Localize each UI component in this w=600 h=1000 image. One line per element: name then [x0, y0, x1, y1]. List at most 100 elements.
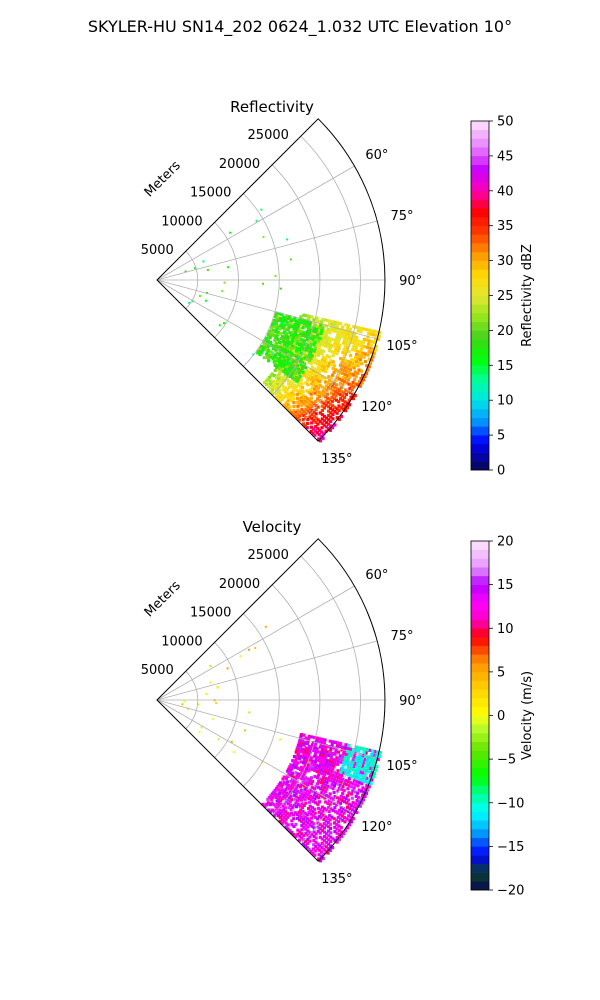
- echo-gate: [291, 367, 295, 371]
- echo-gate: [314, 791, 318, 795]
- echo-gate: [284, 371, 288, 375]
- echo-gate: [322, 792, 326, 796]
- echo-gate: [277, 353, 281, 357]
- echo-gate: [230, 740, 233, 743]
- colorbar-segment: [471, 199, 489, 209]
- echo-gate: [297, 775, 302, 780]
- echo-gate: [322, 432, 326, 436]
- echo-gate: [304, 399, 308, 403]
- echo-gate: [308, 359, 312, 363]
- echo-gate: [308, 323, 312, 327]
- echo-gate: [310, 382, 314, 386]
- echo-gate: [349, 820, 354, 824]
- echo-gate: [278, 375, 282, 379]
- echo-gate: [306, 417, 310, 421]
- echo-gate: [321, 763, 325, 767]
- echo-gate: [350, 341, 354, 345]
- echo-gate: [353, 761, 357, 766]
- echo-gate: [335, 376, 339, 380]
- echo-gate: [321, 795, 325, 799]
- echo-gate: [329, 419, 333, 424]
- echo-gate: [361, 373, 365, 377]
- echo-gate: [320, 748, 324, 752]
- echo-gate: [268, 336, 272, 340]
- echo-gate: [269, 355, 273, 359]
- echo-gate: [274, 323, 278, 327]
- echo-gate: [351, 758, 355, 762]
- echo-gate: [353, 348, 357, 353]
- echo-gate: [290, 777, 294, 781]
- echo-gate: [270, 381, 274, 385]
- echo-gate: [325, 759, 329, 763]
- echo-gate: [296, 404, 300, 408]
- echo-gate: [349, 383, 354, 388]
- echo-gate: [358, 343, 362, 347]
- echo-gate: [282, 315, 286, 319]
- echo-gate: [342, 795, 346, 800]
- echo-gate: [290, 352, 294, 356]
- echo-gate: [288, 324, 292, 328]
- echo-gate: [338, 334, 342, 338]
- echo-layer: [184, 208, 382, 443]
- echo-gate: [191, 300, 194, 303]
- echo-gate: [335, 327, 339, 331]
- echo-gate: [336, 349, 340, 353]
- echo-gate: [359, 330, 363, 334]
- echo-gate: [341, 764, 345, 768]
- echo-gate: [317, 810, 321, 814]
- echo-gate: [286, 378, 290, 382]
- echo-gate: [316, 846, 320, 850]
- echo-gate: [344, 755, 348, 759]
- echo-gate: [320, 426, 324, 430]
- echo-gate: [272, 360, 276, 364]
- echo-gate: [351, 812, 355, 816]
- echo-gate: [308, 831, 312, 835]
- echo-gate: [294, 375, 298, 379]
- echo-gate: [326, 364, 330, 368]
- echo-gate: [321, 343, 325, 347]
- echo-gate: [322, 414, 327, 418]
- echo-gate: [362, 355, 366, 359]
- echo-gate: [321, 362, 325, 366]
- echo-gate: [327, 810, 331, 814]
- echo-gate: [306, 397, 310, 401]
- echo-gate: [269, 374, 273, 378]
- echo-gate: [319, 348, 323, 352]
- echo-gate: [205, 692, 208, 695]
- echo-gate: [280, 821, 284, 825]
- echo-gate: [294, 321, 298, 325]
- echo-gate: [339, 776, 343, 781]
- echo-gate: [288, 356, 292, 360]
- echo-gate: [329, 424, 333, 428]
- echo-gate: [275, 383, 280, 387]
- echo-gate: [355, 335, 359, 339]
- echo-gate: [315, 755, 319, 759]
- echo-gate: [324, 783, 328, 787]
- echo-gate: [343, 352, 348, 356]
- echo-gate: [335, 762, 340, 766]
- echo-gate: [274, 358, 278, 362]
- echo-gate: [297, 390, 301, 394]
- echo-gate: [315, 389, 319, 393]
- echo-gate: [314, 840, 318, 844]
- echo-gate: [258, 352, 262, 356]
- colorbar-segment: [471, 443, 489, 453]
- echo-gate: [324, 761, 328, 765]
- echo-gate: [353, 331, 357, 336]
- echo-gate: [326, 401, 330, 405]
- echo-gate: [349, 334, 353, 338]
- echo-gate: [346, 826, 350, 830]
- echo-gate: [305, 338, 309, 342]
- echo-gate: [345, 783, 349, 787]
- echo-gate: [303, 756, 307, 760]
- echo-gate: [330, 399, 334, 404]
- echo-gate: [324, 341, 328, 345]
- echo-gate: [322, 830, 327, 834]
- echo-gate: [354, 794, 358, 798]
- echo-gate: [339, 805, 343, 810]
- echo-gate: [328, 766, 332, 770]
- echo-gate: [279, 316, 283, 321]
- echo-gate: [273, 381, 278, 385]
- echo-gate: [273, 355, 277, 359]
- echo-gate: [278, 808, 282, 812]
